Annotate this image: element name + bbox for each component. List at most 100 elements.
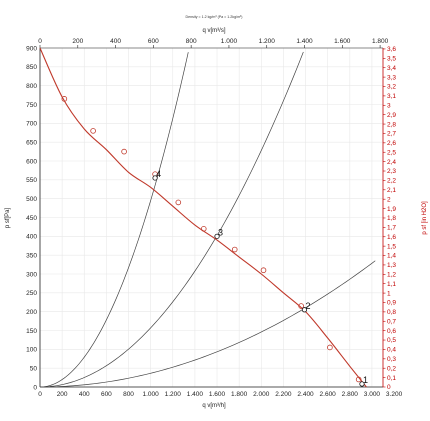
fan-curve-marker bbox=[90, 128, 96, 134]
right-tick-label: 3,4 bbox=[387, 65, 396, 72]
bottom-axis-title: q v[m³/h] bbox=[202, 403, 226, 409]
bottom-tick-label: 1.800 bbox=[231, 391, 248, 398]
top-tick-label: 600 bbox=[148, 38, 159, 45]
right-tick-label: 2,7 bbox=[387, 131, 396, 138]
right-tick-label: 1,5 bbox=[387, 243, 396, 250]
right-tick-label: 1,8 bbox=[387, 215, 396, 222]
right-tick-label: 0,3 bbox=[387, 356, 396, 363]
right-tick-label: 2,3 bbox=[387, 168, 396, 175]
bottom-tick-label: 1.200 bbox=[165, 391, 182, 398]
left-tick-label: 500 bbox=[26, 196, 37, 203]
operating-point-label: 3 bbox=[218, 227, 223, 237]
bottom-tick-label: 2.000 bbox=[253, 391, 270, 398]
top-tick-label: 200 bbox=[72, 38, 83, 45]
right-tick-label: 0,9 bbox=[387, 300, 396, 307]
left-tick-label: 150 bbox=[26, 328, 37, 335]
top-tick-label: 400 bbox=[110, 38, 121, 45]
right-tick-label: 1 bbox=[387, 290, 391, 297]
top-tick-label: 800 bbox=[186, 38, 197, 45]
right-tick-label: 0,4 bbox=[387, 347, 396, 354]
right-tick-label: 1,7 bbox=[387, 225, 396, 232]
fan-curve-marker bbox=[175, 199, 182, 206]
left-tick-label: 400 bbox=[26, 234, 37, 241]
top-tick-label: 0 bbox=[38, 38, 42, 45]
top-tick-label: 1.400 bbox=[296, 38, 313, 45]
right-tick-label: 0 bbox=[387, 384, 391, 391]
left-tick-label: 550 bbox=[26, 177, 37, 184]
right-tick-label: 2,2 bbox=[387, 178, 396, 185]
bottom-tick-label: 2.400 bbox=[297, 391, 314, 398]
right-tick-label: 2,5 bbox=[387, 149, 396, 156]
bottom-tick-label: 1.600 bbox=[209, 391, 226, 398]
bottom-tick-label: 200 bbox=[57, 391, 68, 398]
right-tick-label: 2 bbox=[387, 196, 391, 203]
operating-point-marker bbox=[152, 175, 158, 181]
fan-curve-marker bbox=[231, 246, 238, 253]
fan-curve-marker bbox=[121, 148, 127, 155]
marks-layer: 4 3 2 1 bbox=[61, 96, 368, 387]
top-axis-title: q v[m³/s] bbox=[202, 28, 225, 34]
right-tick-label: 0,2 bbox=[387, 365, 396, 372]
fan-curve-marker bbox=[200, 226, 207, 232]
operating-point-marker bbox=[359, 381, 365, 387]
bottom-tick-label: 0 bbox=[38, 391, 42, 398]
right-tick-label: 3,5 bbox=[387, 56, 396, 63]
right-tick-label: 0,8 bbox=[387, 309, 396, 316]
operating-point-label: 2 bbox=[305, 301, 310, 311]
system-curve-3 bbox=[39, 260, 376, 388]
chart-header-note: Density = 1.2 kg/m³ (Pa = 1.2kg/m³) bbox=[186, 15, 243, 19]
bottom-tick-label: 3.000 bbox=[364, 391, 381, 398]
fan-curve-marker bbox=[355, 376, 362, 383]
right-tick-label: 2,1 bbox=[387, 187, 396, 194]
left-tick-label: 700 bbox=[26, 121, 37, 128]
top-tick-label: 1.600 bbox=[334, 38, 351, 45]
bottom-tick-label: 2.800 bbox=[342, 391, 359, 398]
right-tick-label: 0,7 bbox=[387, 318, 396, 325]
bottom-tick-label: 600 bbox=[101, 391, 112, 398]
operating-point-marker bbox=[301, 307, 308, 313]
bottom-tick-label: 800 bbox=[123, 391, 134, 398]
right-tick-label: 2,9 bbox=[387, 112, 396, 119]
system-curve-2 bbox=[39, 51, 304, 388]
right-tick-label: 0,6 bbox=[387, 328, 396, 335]
fan-curve-marker bbox=[327, 344, 333, 351]
right-tick-label: 0,1 bbox=[387, 375, 396, 382]
top-tick-label: 1.200 bbox=[259, 38, 276, 45]
fan-curve-marker bbox=[298, 303, 304, 309]
bottom-tick-label: 3.200 bbox=[386, 391, 403, 398]
left-tick-label: 200 bbox=[26, 309, 37, 316]
operating-point-marker bbox=[214, 233, 220, 239]
left-tick-label: 0 bbox=[33, 384, 37, 391]
bottom-tick-label: 2.600 bbox=[320, 391, 337, 398]
left-tick-label: 600 bbox=[26, 158, 37, 165]
fan-curve-marker bbox=[61, 96, 68, 102]
right-tick-label: 3 bbox=[387, 102, 391, 109]
left-tick-label: 250 bbox=[26, 290, 37, 297]
right-tick-label: 2,6 bbox=[387, 140, 396, 147]
operating-point-label: 1 bbox=[363, 375, 368, 385]
bottom-tick-label: 1.400 bbox=[187, 391, 204, 398]
right-tick-label: 3,1 bbox=[387, 93, 396, 100]
right-tick-label: 2,4 bbox=[387, 159, 396, 166]
right-tick-label: 3,6 bbox=[387, 46, 396, 53]
bottom-tick-label: 2.200 bbox=[275, 391, 292, 398]
bottom-tick-label: 400 bbox=[79, 391, 90, 398]
fan-curve-line bbox=[39, 47, 367, 388]
fan-curve-marker bbox=[260, 267, 267, 274]
left-tick-label: 350 bbox=[26, 252, 37, 259]
right-tick-label: 3,2 bbox=[387, 84, 396, 91]
left-tick-label: 750 bbox=[26, 102, 37, 109]
curves-layer bbox=[39, 47, 376, 388]
right-tick-label: 3,3 bbox=[387, 74, 396, 81]
left-tick-label: 450 bbox=[26, 215, 37, 222]
right-tick-label: 1,4 bbox=[387, 253, 396, 260]
left-tick-label: 650 bbox=[26, 139, 37, 146]
top-tick-label: 1.800 bbox=[372, 38, 389, 45]
left-tick-label: 50 bbox=[30, 365, 38, 372]
left-tick-label: 100 bbox=[26, 347, 37, 354]
right-tick-label: 1,1 bbox=[387, 281, 396, 288]
left-tick-label: 900 bbox=[26, 45, 37, 52]
right-axis-title: p sf [in H2O] bbox=[422, 201, 428, 235]
left-axis-title: p sf[Pa] bbox=[5, 207, 11, 228]
